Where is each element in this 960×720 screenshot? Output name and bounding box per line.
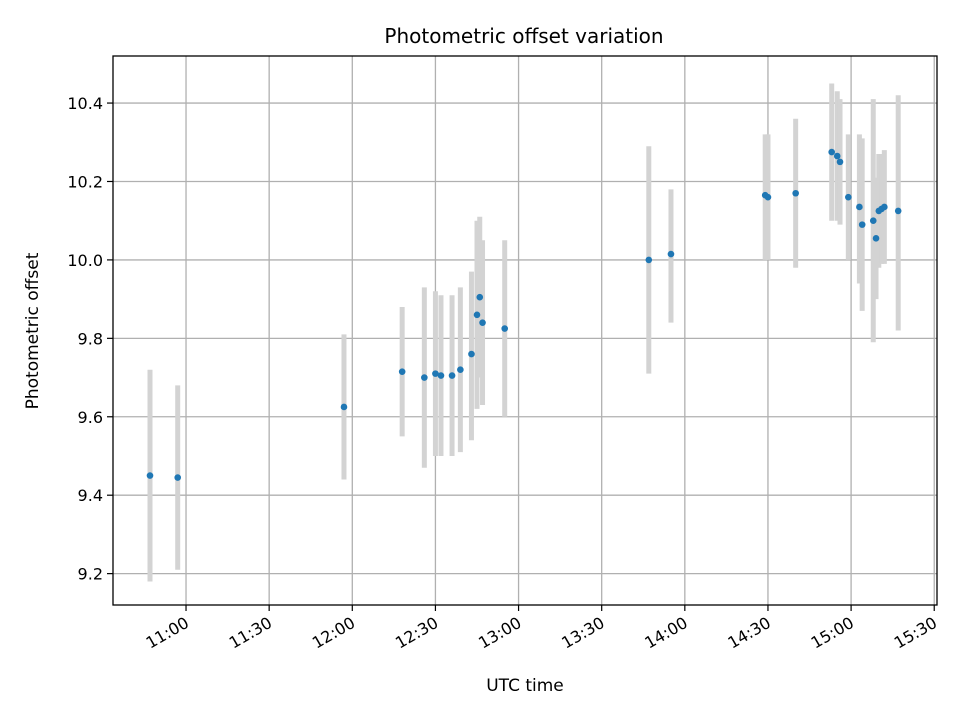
- data-point: [174, 474, 182, 481]
- y-tick-label: 10.4: [67, 94, 103, 113]
- data-point: [448, 372, 456, 379]
- data-point: [881, 203, 888, 211]
- data-point: [479, 319, 486, 326]
- data-point: [501, 325, 509, 332]
- data-point: [828, 148, 835, 156]
- data-point: [836, 158, 844, 166]
- data-point: [437, 372, 445, 379]
- data-point: [856, 203, 863, 211]
- data-point: [473, 311, 481, 319]
- y-tick-label: 9.4: [78, 486, 103, 505]
- data-point: [398, 368, 406, 375]
- y-tick-label: 10.2: [67, 172, 103, 191]
- y-tick-label: 9.6: [78, 408, 103, 427]
- data-point: [872, 235, 880, 242]
- data-point: [645, 256, 653, 264]
- data-point: [146, 472, 154, 479]
- data-point: [858, 221, 866, 228]
- y-tick-label: 9.8: [78, 329, 103, 348]
- data-point: [667, 250, 675, 258]
- y-axis-ticks: 9.2 9.4 9.6 9.8 10.0 10.2 10.4: [67, 94, 113, 584]
- data-points: [146, 148, 902, 481]
- chart-title: Photometric offset variation: [384, 24, 663, 48]
- data-point: [432, 370, 439, 377]
- y-tick-label: 10.0: [67, 251, 103, 270]
- data-point: [845, 193, 852, 201]
- plot-frame: [112, 55, 938, 606]
- x-axis-label: UTC time: [486, 676, 564, 696]
- data-point: [457, 366, 464, 374]
- data-point: [833, 152, 841, 160]
- data-point: [421, 374, 428, 381]
- data-point: [476, 293, 484, 301]
- data-point: [869, 217, 877, 224]
- data-point: [468, 350, 475, 358]
- y-tick-label: 9.2: [78, 565, 103, 584]
- data-point: [764, 193, 772, 201]
- y-axis-label: Photometric offset: [23, 252, 43, 409]
- data-point: [894, 207, 902, 215]
- data-point: [792, 189, 799, 197]
- data-point: [340, 403, 348, 411]
